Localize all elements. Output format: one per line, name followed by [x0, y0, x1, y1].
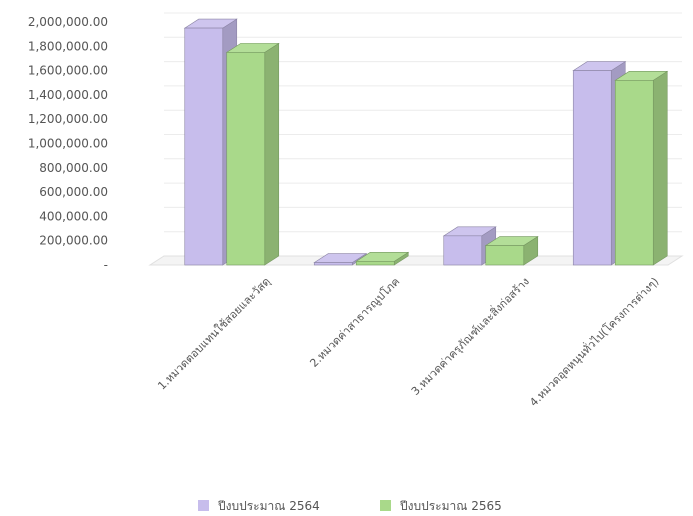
bar-front: [443, 235, 483, 266]
y-tick-label: 1,400,000.00: [28, 88, 108, 102]
bar-side: [264, 42, 280, 266]
legend-swatch: [198, 500, 209, 511]
legend-item-2: ปีงบประมาณ 2565: [380, 499, 502, 513]
x-axis-labels: 1.หมวดตอบแทนใช้สอยและวัสดุ 2.หมวดค่าสาธาร…: [155, 274, 661, 410]
category-label: 4.หมวดอุดหนุนทั่วไป(โครงการต่างๆ): [526, 274, 662, 410]
y-tick-label: 200,000.00: [39, 234, 108, 248]
bar-front: [226, 52, 266, 266]
y-tick-label: 1,800,000.00: [28, 39, 108, 53]
y-tick-label: 1,000,000.00: [28, 137, 108, 151]
bar-1-2: [313, 253, 368, 266]
bar-front: [614, 80, 654, 266]
y-tick-label: -: [104, 258, 108, 272]
y-tick-label: 600,000.00: [39, 185, 108, 199]
y-tick-label: 1,600,000.00: [28, 64, 108, 78]
bar-2-1: [225, 42, 280, 266]
legend: ปีงบประมาณ 2564 ปีงบประมาณ 2565: [198, 499, 502, 513]
bar-front: [572, 70, 612, 266]
legend-label: ปีงบประมาณ 2564: [217, 499, 319, 513]
bar-front: [184, 27, 224, 266]
bar-front: [313, 262, 353, 266]
bar-2-2: [355, 251, 410, 266]
bars: [183, 18, 669, 266]
bar-2-3: [484, 236, 539, 266]
category-label: 1.หมวดตอบแทนใช้สอยและวัสดุ: [155, 275, 273, 393]
bar-front: [485, 245, 525, 266]
legend-label: ปีงบประมาณ 2565: [399, 499, 501, 513]
bar-2-4: [614, 70, 669, 266]
y-tick-label: 400,000.00: [39, 209, 108, 223]
legend-swatch: [380, 500, 391, 511]
category-label: 2.หมวดค่าสาธารณูปโภค: [307, 274, 403, 370]
bar-side: [652, 70, 668, 266]
y-axis: 2,000,000.00 1,800,000.00 1,600,000.00 1,40…: [28, 15, 108, 272]
bar-front: [355, 261, 395, 266]
y-tick-label: 1,200,000.00: [28, 112, 108, 126]
y-tick-label: 800,000.00: [39, 161, 108, 175]
y-tick-label: 2,000,000.00: [28, 15, 108, 29]
category-label: 3.หมวดค่าครุภัณฑ์และสิ่งก่อสร้าง: [407, 274, 531, 398]
legend-item-1: ปีงบประมาณ 2564: [198, 499, 320, 513]
